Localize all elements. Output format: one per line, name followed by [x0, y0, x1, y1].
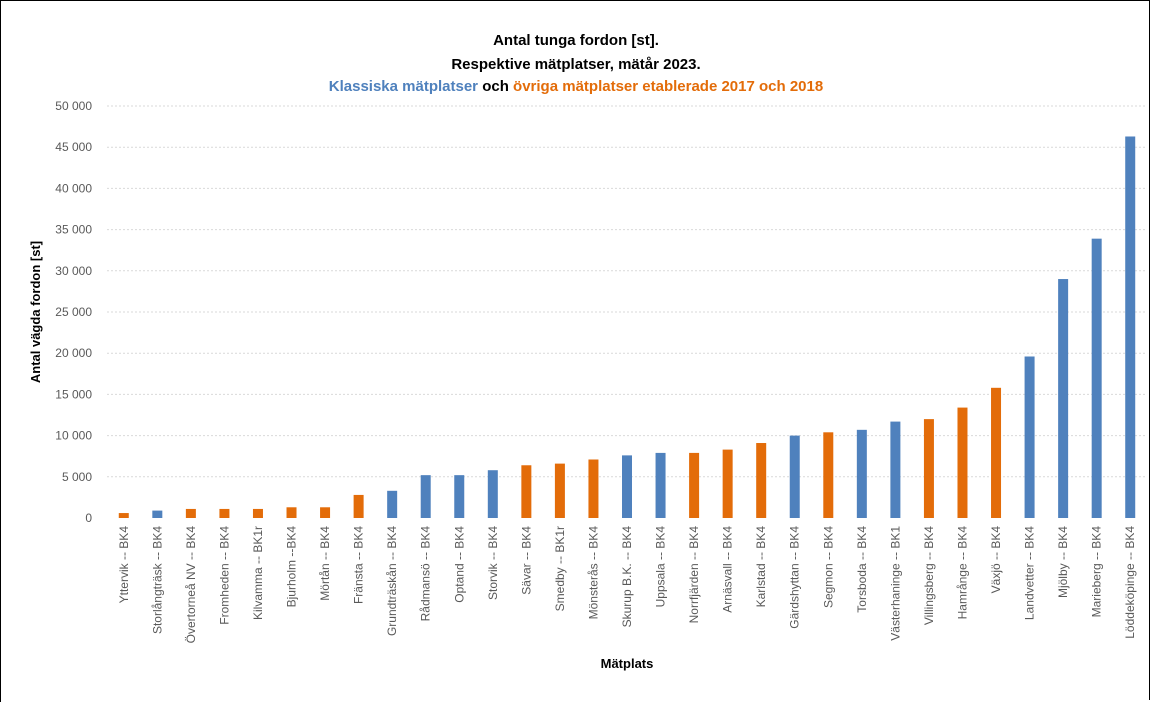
- y-tick-label: 25 000: [55, 305, 92, 319]
- bars: [118, 136, 1136, 518]
- x-tick-label: Torsboda -- BK4: [855, 526, 869, 613]
- frame-edge: [0, 690, 1, 702]
- y-tick-label: 50 000: [55, 99, 92, 113]
- chart-subtitle-legend: Klassiska mätplatser och övriga mätplats…: [0, 78, 1152, 95]
- bar: [487, 470, 498, 518]
- x-tick-labels: Yttervik -- BK4 Storlångträsk -- BK4 Övert…: [117, 526, 1137, 644]
- x-tick-label: Växjö -- BK4: [989, 526, 1003, 594]
- bar: [789, 435, 800, 518]
- bar: [588, 459, 599, 518]
- bar: [320, 507, 331, 518]
- legend-joiner: och: [482, 78, 509, 95]
- bar: [353, 494, 364, 518]
- bar: [286, 507, 297, 518]
- x-tick-label: Yttervik -- BK4: [117, 526, 131, 604]
- bar: [252, 508, 263, 518]
- bar: [454, 475, 465, 518]
- y-tick-label: 5 000: [62, 470, 92, 484]
- x-tick-label: Skurup B.K. -- BK4: [620, 526, 634, 628]
- bar: [521, 465, 532, 518]
- x-tick-label: Sävar -- BK4: [519, 526, 533, 595]
- x-tick-label: Grundträskån -- BK4: [385, 526, 399, 636]
- y-tick-label: 20 000: [55, 346, 92, 360]
- bar: [1091, 238, 1102, 518]
- x-tick-label: Hamrånge -- BK4: [955, 526, 969, 620]
- x-tick-label: Mjölby -- BK4: [1056, 526, 1070, 598]
- bar: [219, 508, 230, 518]
- x-tick-label: Västerhaninge -- BK1: [888, 526, 902, 641]
- bar: [1058, 279, 1069, 518]
- bar: [823, 432, 834, 518]
- bar: [689, 452, 700, 518]
- x-tick-label: Bjurholm --BK4: [285, 526, 299, 608]
- chart-subtitle: Respektive mätplatser, mätår 2023.: [451, 56, 701, 73]
- bar: [957, 407, 968, 518]
- bar: [655, 452, 666, 518]
- x-tick-label: Mönsterås -- BK4: [586, 526, 600, 620]
- bar: [923, 419, 934, 518]
- x-tick-label: Rådmansö -- BK4: [419, 526, 433, 622]
- legend-other: övriga mätplatser etablerade 2017 och 20…: [513, 78, 824, 95]
- y-tick-label: 40 000: [55, 181, 92, 195]
- y-tick-label: 45 000: [55, 140, 92, 154]
- bar: [118, 513, 129, 518]
- bar: [991, 387, 1002, 518]
- x-tick-label: Norrfjärden -- BK4: [687, 526, 701, 624]
- x-tick-label: Optand -- BK4: [452, 526, 466, 603]
- bar: [185, 508, 196, 518]
- y-tick-label: 15 000: [55, 387, 92, 401]
- x-tick-label: Uppsala -- BK4: [654, 526, 668, 608]
- x-tick-label: Landvetter -- BK4: [1023, 526, 1037, 620]
- bar: [420, 475, 431, 518]
- bar: [152, 510, 163, 518]
- x-tick-label: Kilvamma -- BK1r: [251, 526, 265, 620]
- x-tick-label: Fromheden -- BK4: [217, 526, 231, 625]
- x-tick-label: Smedby -- BK1r: [553, 526, 567, 611]
- bar: [554, 463, 565, 518]
- x-tick-label: Storvik -- BK4: [486, 526, 500, 600]
- bar: [856, 429, 867, 518]
- chart-title: Antal tunga fordon [st].: [493, 32, 659, 49]
- bar: [387, 490, 398, 518]
- bar: [1024, 356, 1035, 518]
- y-axis-title: Antal vägda fordon [st]: [28, 241, 43, 383]
- x-tick-label: Marieberg -- BK4: [1090, 526, 1104, 618]
- x-axis-title: Mätplats: [601, 656, 654, 671]
- bar: [722, 449, 733, 518]
- x-tick-label: Storlångträsk -- BK4: [150, 526, 164, 634]
- x-tick-label: Fränsta -- BK4: [352, 526, 366, 604]
- bar: [890, 421, 901, 518]
- y-tick-label: 0: [85, 511, 92, 525]
- bar: [756, 443, 767, 518]
- y-tick-labels: 0 5 000 10 000 15 000 20 000 25 000 30 000 35 0…: [55, 99, 92, 525]
- x-tick-label: Segmon -- BK4: [821, 526, 835, 608]
- bar: [1125, 136, 1136, 518]
- y-tick-label: 30 000: [55, 264, 92, 278]
- gridlines: [107, 105, 1147, 478]
- legend-classic: Klassiska mätplatser: [328, 78, 479, 95]
- x-tick-label: Löddeköpinge -- BK4: [1123, 526, 1137, 639]
- x-tick-label: Övertorneå NV -- BK4: [184, 526, 198, 644]
- x-tick-label: Gärdshyttan -- BK4: [788, 526, 802, 629]
- y-tick-label: 35 000: [55, 223, 92, 237]
- x-tick-label: Mörtån -- BK4: [318, 526, 332, 601]
- y-tick-label: 10 000: [55, 429, 92, 443]
- bar: [622, 455, 632, 518]
- x-tick-label: Arnäsvall -- BK4: [721, 526, 735, 613]
- x-tick-label: Villingsberg -- BK4: [922, 526, 936, 625]
- x-tick-label: Karlstad -- BK4: [754, 526, 768, 608]
